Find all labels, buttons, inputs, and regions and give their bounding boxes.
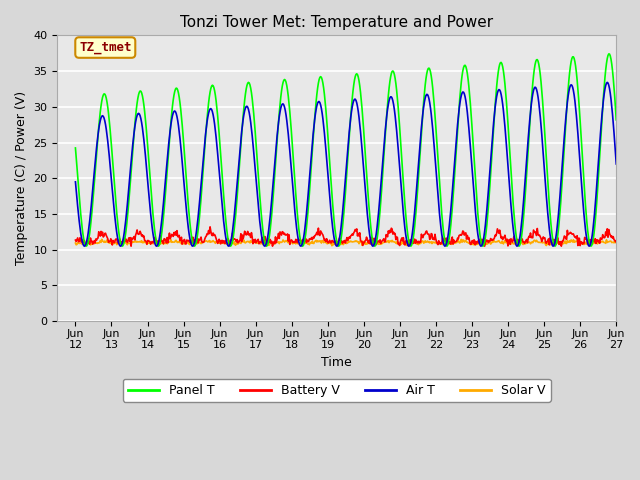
Panel T	[299, 243, 307, 249]
Solar V	[138, 238, 145, 243]
Solar V	[413, 241, 420, 247]
Air T	[412, 191, 420, 196]
Panel T	[81, 242, 89, 248]
Solar V	[612, 240, 620, 246]
Solar V	[98, 237, 106, 242]
Legend: Panel T, Battery V, Air T, Solar V: Panel T, Battery V, Air T, Solar V	[123, 379, 551, 402]
Panel T	[605, 51, 612, 57]
Battery V	[221, 241, 229, 247]
Air T	[82, 241, 90, 247]
Air T	[612, 161, 620, 167]
Air T	[193, 228, 200, 234]
Solar V	[72, 240, 79, 246]
Air T	[221, 230, 229, 236]
Line: Solar V: Solar V	[76, 240, 616, 246]
Air T	[138, 120, 145, 125]
Panel T	[428, 78, 436, 84]
Y-axis label: Temperature (C) / Power (V): Temperature (C) / Power (V)	[15, 91, 28, 265]
Solar V	[221, 240, 229, 246]
Solar V	[429, 239, 436, 245]
Solar V	[193, 241, 200, 247]
Title: Tonzi Tower Met: Temperature and Power: Tonzi Tower Met: Temperature and Power	[180, 15, 493, 30]
Panel T	[192, 241, 200, 247]
Air T	[604, 80, 611, 85]
Panel T	[137, 88, 145, 94]
Solar V	[328, 243, 336, 249]
Battery V	[192, 240, 200, 246]
Battery V	[206, 224, 214, 230]
Battery V	[137, 230, 145, 236]
Battery V	[429, 236, 436, 242]
Panel T	[612, 117, 620, 123]
Battery V	[413, 240, 420, 245]
Line: Panel T: Panel T	[76, 54, 616, 246]
Line: Battery V: Battery V	[76, 227, 616, 246]
Text: TZ_tmet: TZ_tmet	[79, 41, 132, 54]
Panel T	[72, 145, 79, 151]
Panel T	[221, 202, 228, 207]
Solar V	[81, 242, 89, 248]
Battery V	[81, 242, 89, 248]
Battery V	[269, 243, 276, 249]
Air T	[72, 179, 79, 185]
Panel T	[412, 206, 420, 212]
Line: Air T: Air T	[76, 83, 616, 246]
Battery V	[612, 239, 620, 244]
X-axis label: Time: Time	[321, 356, 352, 369]
Air T	[81, 243, 88, 249]
Battery V	[72, 237, 79, 243]
Air T	[428, 118, 436, 124]
